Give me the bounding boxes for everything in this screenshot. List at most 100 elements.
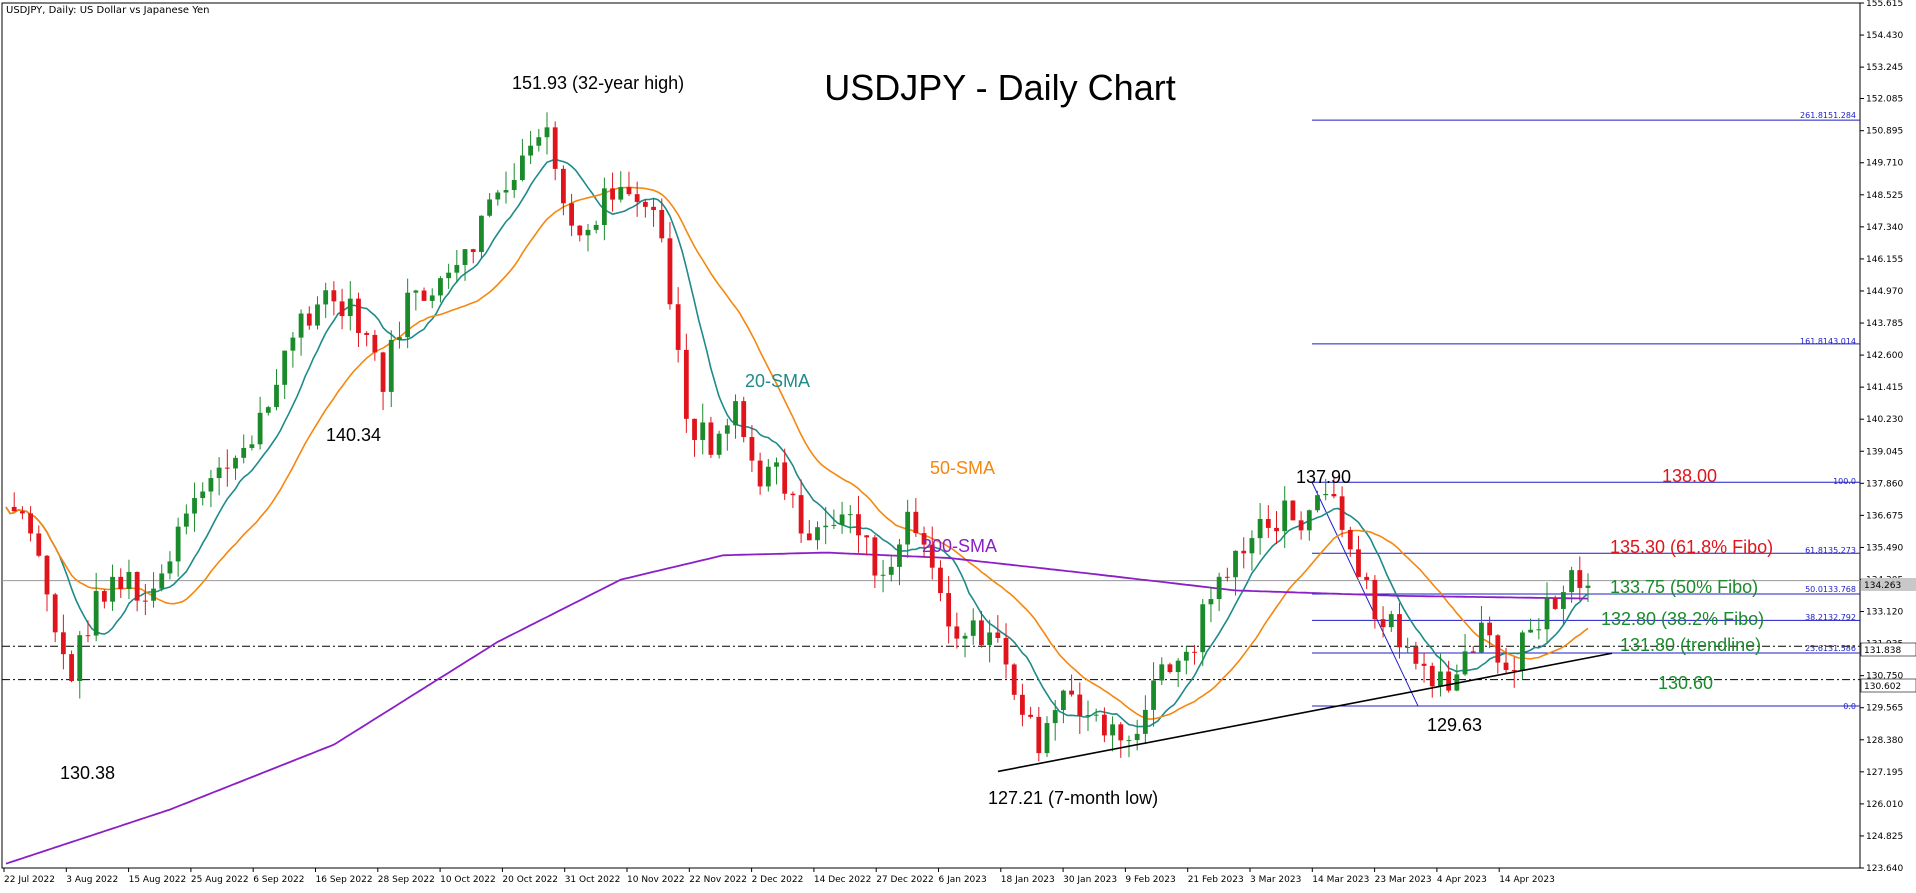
x-tick-label: 21 Feb 2023 — [1188, 875, 1244, 885]
candle-body — [1347, 529, 1353, 550]
candle-body — [741, 401, 747, 438]
candle-body — [470, 249, 476, 252]
candle-body — [175, 526, 181, 562]
candle-body — [323, 290, 329, 305]
candle-body — [659, 209, 665, 239]
candle-body — [1142, 709, 1148, 734]
candle-body — [93, 591, 99, 636]
x-tick-label: 3 Mar 2023 — [1250, 875, 1301, 885]
candle-body — [282, 350, 288, 385]
candle-body — [569, 203, 574, 226]
candle-body — [28, 513, 33, 534]
candle-body — [897, 544, 902, 567]
candle-body — [626, 187, 632, 195]
y-tick-label: 141.415 — [1866, 383, 1903, 393]
y-tick-label: 130.750 — [1866, 672, 1903, 682]
candle-body — [331, 290, 337, 302]
candle-body — [995, 632, 1001, 639]
candle-body — [970, 620, 976, 636]
candle-body — [339, 301, 345, 317]
current-price-tag — [1861, 578, 1916, 591]
candle-body — [520, 155, 525, 181]
y-tick-label: 150.895 — [1866, 127, 1903, 137]
candle-body — [511, 180, 517, 191]
y-tick-label: 144.970 — [1866, 287, 1903, 297]
candle-body — [733, 401, 738, 426]
candle-body — [1421, 663, 1427, 666]
candle-body — [774, 462, 779, 467]
candle-body — [233, 457, 238, 469]
y-tick-label: 146.155 — [1866, 255, 1903, 265]
candle-body — [593, 224, 599, 230]
annotation-low-aug: 130.38 — [60, 763, 115, 783]
candle-body — [544, 127, 550, 138]
candle-body — [60, 632, 66, 655]
candle-body — [69, 654, 74, 682]
candle-body — [1020, 694, 1025, 715]
candle-body — [1577, 570, 1583, 588]
candle-body — [1388, 614, 1394, 628]
candle-body — [11, 506, 17, 512]
candle-body — [380, 352, 386, 392]
candle-body — [880, 574, 886, 576]
candle-body — [126, 571, 132, 590]
candle-body — [528, 145, 534, 156]
candle-body — [1339, 496, 1345, 530]
x-tick-label: 20 Oct 2022 — [502, 875, 558, 885]
x-tick-label: 18 Jan 2023 — [1001, 875, 1055, 885]
candle-body — [1331, 493, 1337, 497]
candle-body — [1479, 622, 1484, 653]
candle-body — [667, 238, 673, 305]
candle-body — [724, 425, 730, 434]
x-tick-label: 25 Aug 2022 — [191, 875, 249, 885]
candle-body — [831, 524, 837, 526]
candle-body — [642, 201, 648, 207]
candle-body — [700, 422, 706, 440]
candle-body — [44, 555, 50, 595]
candle-body — [1044, 723, 1050, 754]
candle-body — [1544, 598, 1550, 630]
candle-body — [1233, 550, 1238, 578]
candle-body — [495, 192, 501, 200]
candle-body — [1569, 570, 1575, 593]
annotation-low-mar: 129.63 — [1427, 715, 1482, 735]
fibo-161: 161.8143.014 — [1800, 337, 1856, 346]
y-tick-label: 129.565 — [1866, 704, 1903, 714]
annotation-low-jan: 127.21 (7-month low) — [988, 788, 1158, 808]
x-axis: 22 Jul 2022 3 Aug 2022 15 Aug 2022 25 Aug 2… — [3, 868, 1555, 885]
candle-body — [134, 571, 140, 601]
y-tick-label: 124.825 — [1866, 832, 1903, 842]
y-tick-label: 142.600 — [1866, 351, 1903, 361]
candle-body — [1306, 510, 1312, 531]
candle-body — [618, 187, 624, 200]
candle-body — [1265, 518, 1271, 528]
candle-body — [1077, 694, 1083, 717]
x-tick-label: 15 Aug 2022 — [129, 875, 187, 885]
candle-body — [1380, 619, 1386, 628]
y-tick-label: 127.195 — [1866, 768, 1903, 778]
candle-body — [1397, 614, 1402, 648]
level-138: 138.00 — [1662, 466, 1717, 486]
y-tick-label: 149.710 — [1866, 159, 1903, 169]
sma200-label: 200-SMA — [922, 536, 997, 556]
candle-body — [1069, 690, 1074, 695]
candle-body — [142, 600, 148, 602]
candle-body — [77, 635, 83, 682]
candle-body — [585, 229, 591, 236]
candle-body — [1052, 710, 1058, 724]
candle-body — [1446, 671, 1452, 691]
candle-body — [1274, 527, 1279, 532]
candle-body — [1323, 493, 1329, 496]
candle-body — [1126, 740, 1132, 742]
x-tick-label: 14 Mar 2023 — [1312, 875, 1369, 885]
x-tick-label: 4 Apr 2023 — [1437, 875, 1487, 885]
candle-body — [1536, 629, 1542, 631]
x-tick-label: 2 Dec 2022 — [752, 875, 804, 885]
candle-body — [536, 137, 542, 146]
candle-body — [405, 292, 411, 338]
y-tick-label: 133.120 — [1866, 608, 1903, 618]
candle-body — [151, 588, 156, 601]
x-tick-label: 22 Nov 2022 — [689, 875, 747, 885]
y-tick-label: 152.085 — [1866, 94, 1903, 104]
candle-body — [1257, 518, 1263, 539]
